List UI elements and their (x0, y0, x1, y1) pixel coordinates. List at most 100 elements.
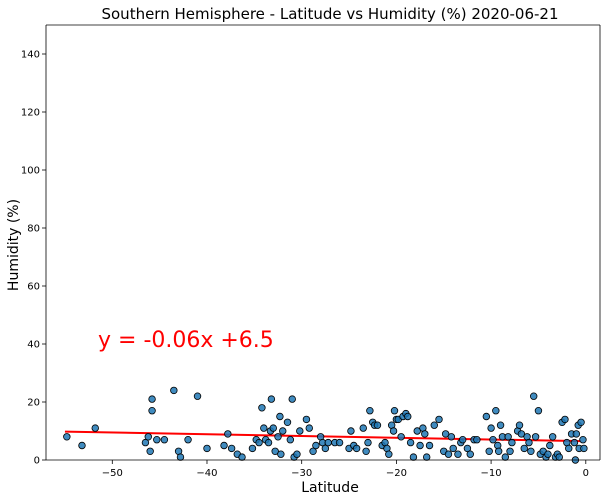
data-point (91, 424, 99, 432)
data-point (385, 450, 393, 458)
data-point (224, 430, 232, 438)
data-point (276, 412, 284, 421)
data-point (561, 415, 569, 424)
data-point (577, 418, 585, 426)
y-tick-label: 40 (27, 340, 40, 351)
data-point (425, 441, 434, 450)
data-point (277, 450, 285, 458)
data-point (409, 453, 418, 461)
y-ticks: 0 20 40 60 80 100 120 140 (21, 50, 46, 467)
data-point (279, 427, 287, 435)
data-point (309, 447, 317, 455)
data-point (176, 453, 185, 461)
data-point (283, 418, 292, 426)
data-point (78, 441, 86, 450)
data-point (482, 412, 491, 421)
data-point (506, 447, 514, 455)
data-point (267, 395, 276, 403)
y-tick-label: 120 (21, 108, 40, 119)
data-point (444, 450, 453, 458)
data-point (288, 395, 296, 403)
data-point (454, 450, 462, 458)
data-point (293, 450, 301, 458)
data-point (324, 438, 332, 447)
data-point (227, 444, 236, 453)
data-point (466, 450, 474, 458)
data-point (146, 447, 154, 455)
points-layer (63, 386, 588, 464)
data-point (458, 436, 467, 444)
data-point (447, 433, 456, 441)
data-point (203, 444, 211, 453)
x-tick-label: −20 (386, 468, 407, 479)
data-point (572, 430, 581, 438)
data-point (579, 436, 587, 444)
y-axis-label: Humidity (%) (6, 199, 22, 291)
x-ticks: −50 −40 −30 −20 −10 0 (102, 460, 589, 479)
data-point (302, 415, 311, 424)
chart-title: Southern Hemisphere - Latitude vs Humidi… (101, 5, 558, 23)
data-point (170, 386, 178, 395)
data-point (390, 407, 399, 415)
data-point (430, 421, 438, 429)
data-point (373, 421, 382, 429)
data-point (508, 438, 516, 447)
data-point (248, 444, 257, 453)
data-point (271, 447, 279, 455)
data-point (555, 453, 563, 461)
data-point (416, 441, 424, 450)
data-point (421, 430, 429, 438)
data-point (463, 444, 472, 453)
data-point (413, 427, 421, 435)
data-point (404, 412, 412, 421)
data-point (565, 444, 573, 453)
x-tick-label: −40 (196, 468, 217, 479)
plot-area (46, 25, 600, 460)
data-point (312, 441, 320, 450)
data-point (296, 427, 304, 435)
data-point (255, 438, 263, 447)
data-point (321, 444, 330, 453)
x-tick-label: −10 (481, 468, 502, 479)
data-point (260, 424, 268, 432)
data-point (435, 415, 443, 424)
data-point (193, 392, 202, 400)
data-point (335, 438, 344, 447)
data-point (359, 424, 367, 432)
data-point (546, 441, 554, 450)
data-point (525, 438, 533, 447)
data-point (364, 438, 372, 447)
y-tick-label: 60 (27, 282, 40, 293)
data-point (406, 438, 415, 447)
data-point (362, 447, 370, 455)
data-point (220, 441, 228, 450)
data-point (570, 438, 579, 447)
y-tick-label: 80 (27, 224, 40, 235)
data-point (527, 447, 535, 455)
data-point (274, 433, 282, 441)
data-point (492, 407, 500, 415)
x-tick-label: −30 (291, 468, 312, 479)
data-point (238, 453, 246, 461)
data-point (264, 438, 273, 447)
data-point (305, 424, 313, 432)
data-point (487, 424, 495, 432)
data-point (449, 444, 457, 453)
data-point (544, 450, 552, 458)
data-point (485, 447, 493, 455)
data-point (184, 436, 192, 444)
data-point (148, 407, 156, 415)
y-tick-label: 140 (21, 50, 40, 61)
data-point (517, 430, 526, 438)
data-point (258, 404, 266, 412)
data-point (352, 444, 361, 453)
data-point (389, 427, 398, 435)
data-point (501, 453, 509, 461)
data-point (148, 395, 156, 403)
plot-background (46, 25, 600, 460)
data-point (520, 444, 528, 453)
data-point (473, 436, 481, 444)
y-tick-label: 0 (34, 456, 40, 467)
data-point (422, 453, 431, 461)
data-point (347, 427, 355, 435)
